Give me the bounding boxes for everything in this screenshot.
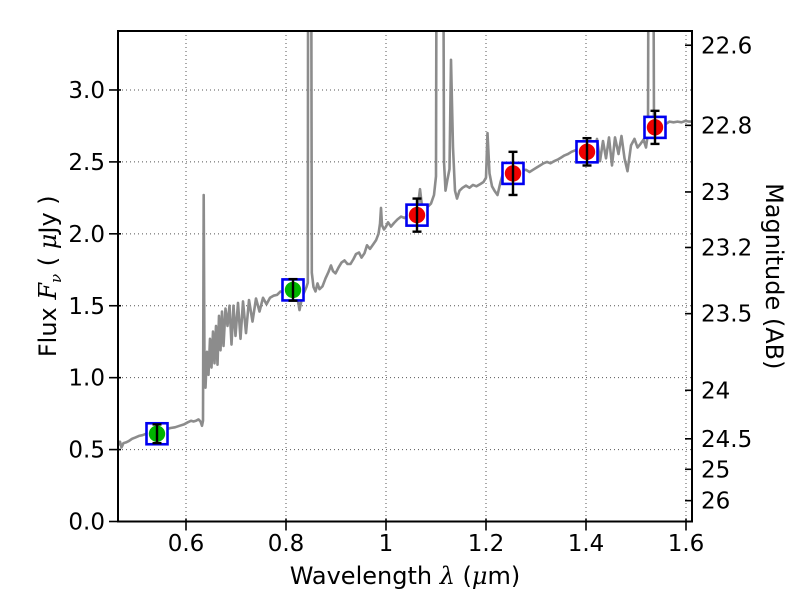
right-y-tick-label: 24.5: [701, 427, 752, 453]
right-y-tick-label: 22.6: [701, 33, 752, 59]
x-tick-label: 1.4: [568, 531, 605, 557]
left-y-tick-label: 0.0: [68, 510, 105, 536]
spectrum-group: [118, 31, 692, 449]
model-spectrum-line: [118, 31, 692, 449]
right-y-tick-label: 24: [701, 378, 730, 404]
right-y-axis-label: Magnitude (AB): [760, 183, 788, 369]
x-tick-label: 1: [379, 531, 394, 557]
x-tick-label: 0.8: [268, 531, 305, 557]
axes-group: [109, 30, 693, 531]
right-y-tick-label: 26: [701, 489, 730, 515]
x-tick-label: 0.6: [168, 531, 205, 557]
left-y-tick-label: 1.0: [68, 366, 105, 392]
right-y-tick-label: 23.5: [701, 302, 752, 328]
left-y-tick-label: 2.0: [68, 222, 105, 248]
left-y-tick-label: 2.5: [68, 150, 105, 176]
tick-labels-group: 0.6 0.8 1 1.2 1.4 1.6 0.0 0.5 1.0 1.5 2.0 2.5 3.0 22.…: [68, 33, 752, 557]
right-y-tick-label: 25: [701, 457, 730, 483]
gridlines-group: [118, 31, 692, 522]
x-tick-label: 1.6: [668, 531, 705, 557]
photometry-point-1: [145, 421, 169, 446]
left-y-tick-label: 0.5: [68, 438, 105, 464]
right-y-tick-label: 22.8: [701, 113, 752, 139]
x-axis-label: Wavelength λ (μm): [290, 562, 521, 590]
photometry-point-5: [575, 136, 599, 167]
plot-spines: [117, 30, 693, 523]
right-y-tick-label: 23: [701, 180, 730, 206]
left-y-tick-label: 1.5: [68, 294, 105, 320]
photometry-point-4: [501, 150, 525, 197]
axis-labels-group: Wavelength λ (μm) Flux Fν ( μJy ) Magnit…: [34, 183, 788, 590]
left-y-axis-label: Flux Fν ( μJy ): [34, 195, 65, 357]
left-y-tick-label: 3.0: [68, 78, 105, 104]
photometry-point-6: [643, 109, 667, 146]
right-y-tick-label: 23.2: [701, 236, 752, 262]
photometry-group: [145, 109, 667, 446]
photometry-point-2: [281, 277, 305, 302]
x-tick-label: 1.2: [468, 531, 505, 557]
photometry-point-3: [405, 197, 429, 233]
